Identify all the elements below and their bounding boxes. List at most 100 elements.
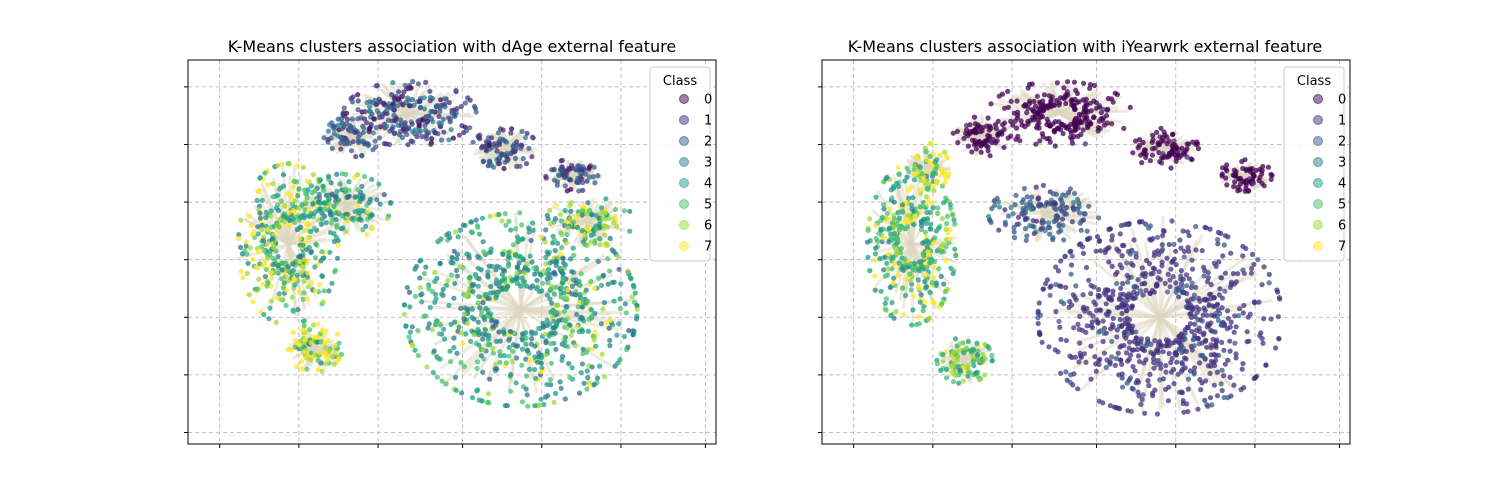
scatter-point-class-6 xyxy=(319,368,325,374)
scatter-point-class-6 xyxy=(384,216,390,222)
scatter-point-class-2 xyxy=(424,119,430,125)
scatter-point-class-1 xyxy=(1124,303,1130,309)
scatter-point-class-5 xyxy=(265,280,271,286)
scatter-point-class-1 xyxy=(1138,336,1144,342)
scatter-point-class-5 xyxy=(336,340,342,346)
scatter-point-class-4 xyxy=(319,216,325,222)
scatter-point-class-6 xyxy=(606,216,612,222)
scatter-point-class-1 xyxy=(1141,360,1147,366)
scatter-point-class-7 xyxy=(885,251,891,257)
scatter-point-class-3 xyxy=(491,164,497,170)
scatter-point-class-4 xyxy=(523,330,529,336)
scatter-point-class-4 xyxy=(457,227,463,233)
scatter-point-class-5 xyxy=(895,235,901,241)
scatter-point-class-1 xyxy=(529,154,535,160)
scatter-point-class-5 xyxy=(588,278,594,284)
scatter-point-class-3 xyxy=(545,216,551,222)
scatter-point-class-0 xyxy=(1156,142,1162,148)
scatter-point-class-1 xyxy=(1212,329,1218,335)
scatter-point-class-3 xyxy=(560,353,566,360)
scatter-point-class-2 xyxy=(1140,392,1146,398)
scatter-point-class-2 xyxy=(462,100,468,106)
scatter-point-class-7 xyxy=(304,296,310,302)
scatter-point-class-0 xyxy=(1014,98,1020,104)
scatter-point-class-2 xyxy=(1077,220,1083,226)
scatter-point-class-4 xyxy=(476,329,482,335)
scatter-point-class-3 xyxy=(259,222,265,228)
scatter-point-class-4 xyxy=(902,178,908,184)
scatter-point-class-3 xyxy=(1008,204,1014,211)
scatter-point-class-4 xyxy=(443,282,450,288)
scatter-point-class-5 xyxy=(617,306,623,312)
scatter-point-class-5 xyxy=(593,226,599,232)
edge-line xyxy=(345,192,385,208)
scatter-point-class-1 xyxy=(1057,370,1064,376)
scatter-point-class-1 xyxy=(399,101,405,108)
scatter-point-class-1 xyxy=(1080,292,1086,298)
scatter-point-class-7 xyxy=(612,214,618,220)
scatter-point-class-2 xyxy=(595,173,601,179)
scatter-point-class-1 xyxy=(483,147,489,153)
scatter-point-class-2 xyxy=(1011,224,1017,230)
scatter-point-class-0 xyxy=(1044,116,1050,122)
scatter-point-class-1 xyxy=(1204,324,1210,330)
scatter-point-class-1 xyxy=(1141,348,1148,354)
scatter-point-class-4 xyxy=(530,227,536,233)
scatter-point-class-0 xyxy=(1071,133,1077,139)
scatter-point-class-1 xyxy=(1240,310,1246,316)
scatter-point-class-1 xyxy=(1125,325,1131,331)
scatter-point-class-4 xyxy=(922,285,929,291)
scatter-point-class-6 xyxy=(410,343,416,349)
axis-ticks xyxy=(818,86,1340,448)
scatter-point-class-2 xyxy=(501,151,507,158)
scatter-point-class-3 xyxy=(279,267,285,273)
scatter-point-class-5 xyxy=(339,171,345,177)
scatter-point-class-4 xyxy=(578,370,584,376)
scatter-point-class-3 xyxy=(449,254,455,260)
scatter-point-class-3 xyxy=(881,206,887,212)
scatter-point-class-3 xyxy=(295,307,301,313)
scatter-point-class-5 xyxy=(920,251,926,257)
scatter-point-class-1 xyxy=(1124,350,1130,356)
scatter-point-class-0 xyxy=(965,143,972,149)
scatter-point-class-1 xyxy=(417,99,423,105)
scatter-point-class-2 xyxy=(1058,197,1064,203)
scatter-point-class-1 xyxy=(1135,277,1141,283)
scatter-point-class-6 xyxy=(591,337,597,343)
scatter-point-class-1 xyxy=(1060,216,1066,222)
scatter-point-class-5 xyxy=(509,348,516,354)
legend-marker xyxy=(679,220,689,230)
edge-line xyxy=(910,243,937,309)
scatter-point-class-6 xyxy=(259,227,265,233)
scatter-point-class-2 xyxy=(1191,296,1197,302)
scatter-point-class-6 xyxy=(480,347,486,353)
scatter-point-class-3 xyxy=(493,267,499,273)
scatter-point-class-3 xyxy=(360,193,366,199)
scatter-point-class-5 xyxy=(303,190,309,196)
scatter-point-class-1 xyxy=(1252,300,1258,306)
scatter-point-class-5 xyxy=(436,331,442,337)
scatter-point-class-1 xyxy=(1114,334,1120,340)
scatter-point-class-1 xyxy=(379,114,385,120)
scatter-point-class-6 xyxy=(292,198,298,204)
scatter-point-class-7 xyxy=(269,275,275,281)
scatter-point-class-1 xyxy=(1186,248,1192,254)
scatter-point-class-7 xyxy=(260,263,267,269)
scatter-point-class-7 xyxy=(297,259,303,265)
scatter-point-class-2 xyxy=(590,174,596,180)
scatter-point-class-1 xyxy=(436,113,442,119)
scatter-point-class-0 xyxy=(986,127,992,133)
scatter-point-class-2 xyxy=(1053,213,1059,219)
scatter-point-class-3 xyxy=(508,372,514,378)
scatter-point-class-6 xyxy=(327,202,333,208)
scatter-point-class-5 xyxy=(254,286,260,292)
scatter-point-class-1 xyxy=(1273,345,1279,351)
scatter-point-class-0 xyxy=(1136,137,1143,143)
scatter-point-class-2 xyxy=(391,105,397,111)
scatter-point-class-7 xyxy=(305,270,311,276)
scatter-point-class-4 xyxy=(971,362,977,369)
scatter-point-class-3 xyxy=(573,292,579,298)
scatter-point-class-2 xyxy=(335,116,341,122)
scatter-point-class-5 xyxy=(581,241,588,247)
scatter-point-class-4 xyxy=(292,282,298,288)
